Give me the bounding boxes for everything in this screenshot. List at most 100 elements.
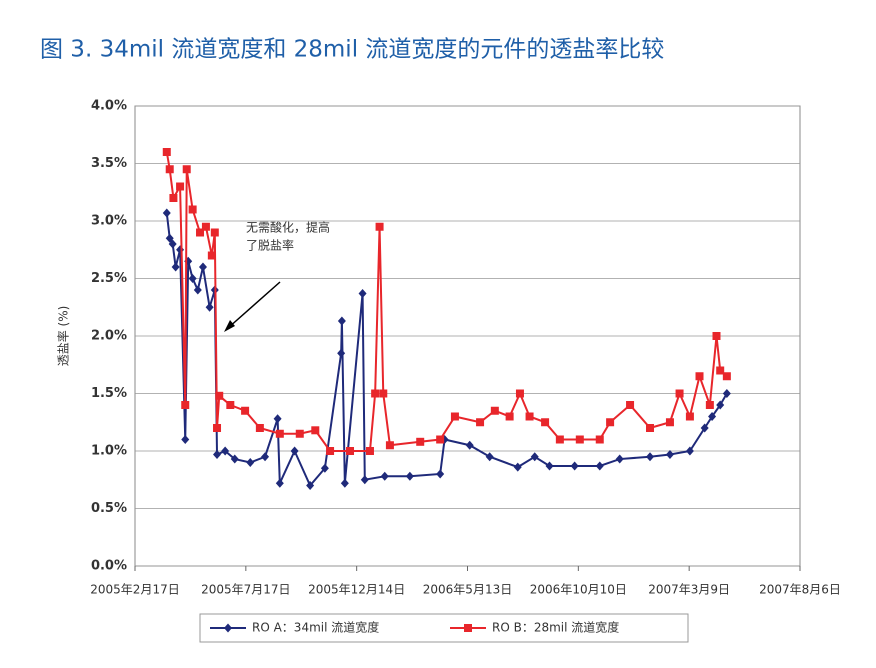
y-tick-label: 2.5%: [91, 271, 127, 286]
point: [365, 447, 374, 455]
point: [722, 372, 731, 381]
point: [513, 462, 522, 472]
point: [705, 401, 714, 409]
point: [595, 461, 604, 471]
point: [712, 332, 721, 340]
point: [176, 182, 185, 191]
point: [337, 348, 346, 358]
x-tick-label: 2005年12月14日: [308, 583, 405, 597]
point: [210, 228, 219, 237]
point: [207, 251, 216, 260]
point: [162, 208, 171, 218]
annotation-arrow: [227, 281, 281, 329]
point: [525, 412, 534, 421]
point: [379, 389, 388, 398]
point: [241, 406, 250, 415]
legend-label: RO B：28mil 流道宽度: [492, 620, 619, 635]
point: [490, 406, 499, 415]
point: [196, 228, 205, 237]
y-axis-label: 透盐率 (%): [56, 306, 71, 367]
arrow-head: [224, 320, 235, 332]
point: [626, 401, 635, 409]
point: [675, 389, 684, 398]
point: [476, 418, 485, 427]
point: [570, 461, 579, 471]
y-tick-label: 3.0%: [91, 214, 127, 229]
y-tick-label: 4.0%: [91, 99, 127, 114]
point: [716, 400, 725, 410]
y-tick-label: 0.5%: [91, 501, 127, 516]
point: [165, 165, 174, 174]
point: [198, 262, 207, 272]
point: [188, 205, 197, 214]
point: [416, 437, 425, 446]
point: [320, 463, 329, 473]
point: [176, 245, 185, 255]
legend-marker: [224, 623, 232, 633]
point: [436, 435, 445, 444]
point: [306, 481, 315, 490]
point: [226, 401, 235, 409]
annotation: 无需酸化，提高: [246, 220, 330, 235]
point: [646, 452, 655, 462]
point: [450, 412, 459, 421]
point: [606, 418, 615, 427]
point: [165, 233, 174, 243]
point: [695, 372, 704, 381]
point: [716, 366, 725, 375]
point: [255, 424, 264, 432]
x-tick-label: 2007年3月9日: [648, 583, 730, 597]
y-tick-label: 3.5%: [91, 156, 127, 171]
point: [326, 447, 335, 455]
point: [168, 239, 177, 249]
point: [375, 222, 384, 231]
chart-title: 图 3. 34mil 流道宽度和 28mil 流道宽度的元件的透盐率比较: [40, 37, 664, 63]
point: [213, 424, 222, 432]
point: [346, 447, 355, 455]
point: [181, 401, 190, 409]
point: [360, 475, 369, 485]
point: [380, 471, 389, 481]
annotation-box: [238, 212, 338, 262]
point: [295, 429, 304, 438]
point: [337, 316, 346, 326]
point: [169, 194, 178, 202]
point: [595, 435, 604, 444]
point: [685, 446, 694, 456]
y-tick-label: 1.5%: [91, 386, 127, 401]
point: [555, 435, 564, 444]
point: [221, 446, 230, 456]
x-tick-label: 2005年7月17日: [201, 583, 290, 597]
point: [230, 454, 239, 464]
point: [182, 165, 191, 174]
point: [261, 452, 270, 462]
series-line: [165, 212, 728, 488]
x-tick-label: 2007年8月6日: [759, 583, 841, 597]
point: [530, 452, 539, 462]
point: [665, 449, 674, 459]
point: [485, 452, 494, 462]
point: [290, 446, 299, 456]
point: [193, 285, 202, 295]
point: [171, 262, 180, 272]
y-tick-label: 0.0%: [91, 559, 127, 574]
point: [162, 148, 171, 156]
point: [181, 435, 190, 444]
point: [246, 458, 255, 467]
point: [545, 461, 554, 471]
point: [311, 426, 320, 435]
point: [505, 412, 514, 421]
x-tick-label: 2006年10月10日: [530, 583, 627, 597]
point: [215, 391, 224, 400]
point: [465, 440, 474, 450]
point: [615, 454, 624, 464]
point: [708, 412, 717, 421]
point: [273, 414, 282, 424]
legend-label: RO A：34mil 流道宽度: [252, 620, 379, 635]
point: [371, 389, 380, 398]
point: [700, 423, 709, 433]
point: [205, 302, 214, 312]
x-tick-label: 2005年2月17日: [90, 583, 179, 597]
point: [685, 412, 694, 421]
